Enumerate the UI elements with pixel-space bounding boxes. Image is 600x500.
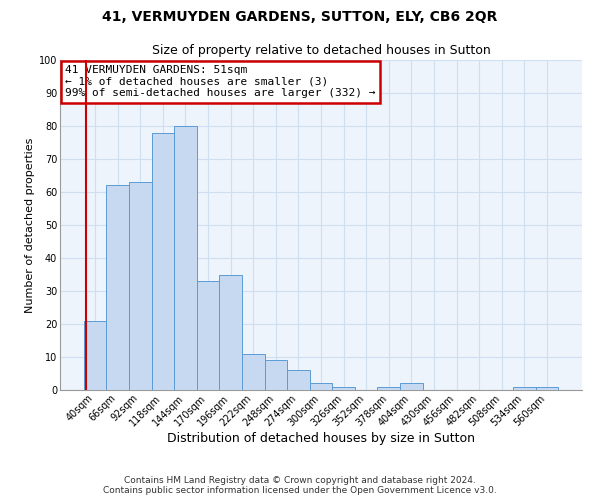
Bar bbox=[197, 281, 220, 390]
Text: 41 VERMUYDEN GARDENS: 51sqm
← 1% of detached houses are smaller (3)
99% of semi-: 41 VERMUYDEN GARDENS: 51sqm ← 1% of deta… bbox=[65, 65, 376, 98]
Bar bbox=[242, 354, 265, 390]
Bar bbox=[220, 274, 242, 390]
Bar bbox=[106, 186, 129, 390]
Bar bbox=[332, 386, 355, 390]
Bar bbox=[513, 386, 536, 390]
Bar bbox=[84, 320, 106, 390]
Bar bbox=[287, 370, 310, 390]
X-axis label: Distribution of detached houses by size in Sutton: Distribution of detached houses by size … bbox=[167, 432, 475, 445]
Y-axis label: Number of detached properties: Number of detached properties bbox=[25, 138, 35, 312]
Text: Contains HM Land Registry data © Crown copyright and database right 2024.
Contai: Contains HM Land Registry data © Crown c… bbox=[103, 476, 497, 495]
Bar bbox=[310, 384, 332, 390]
Bar bbox=[377, 386, 400, 390]
Bar bbox=[400, 384, 422, 390]
Bar bbox=[129, 182, 152, 390]
Title: Size of property relative to detached houses in Sutton: Size of property relative to detached ho… bbox=[152, 44, 490, 58]
Bar bbox=[536, 386, 558, 390]
Bar bbox=[174, 126, 197, 390]
Text: 41, VERMUYDEN GARDENS, SUTTON, ELY, CB6 2QR: 41, VERMUYDEN GARDENS, SUTTON, ELY, CB6 … bbox=[103, 10, 497, 24]
Bar bbox=[265, 360, 287, 390]
Bar bbox=[152, 132, 174, 390]
